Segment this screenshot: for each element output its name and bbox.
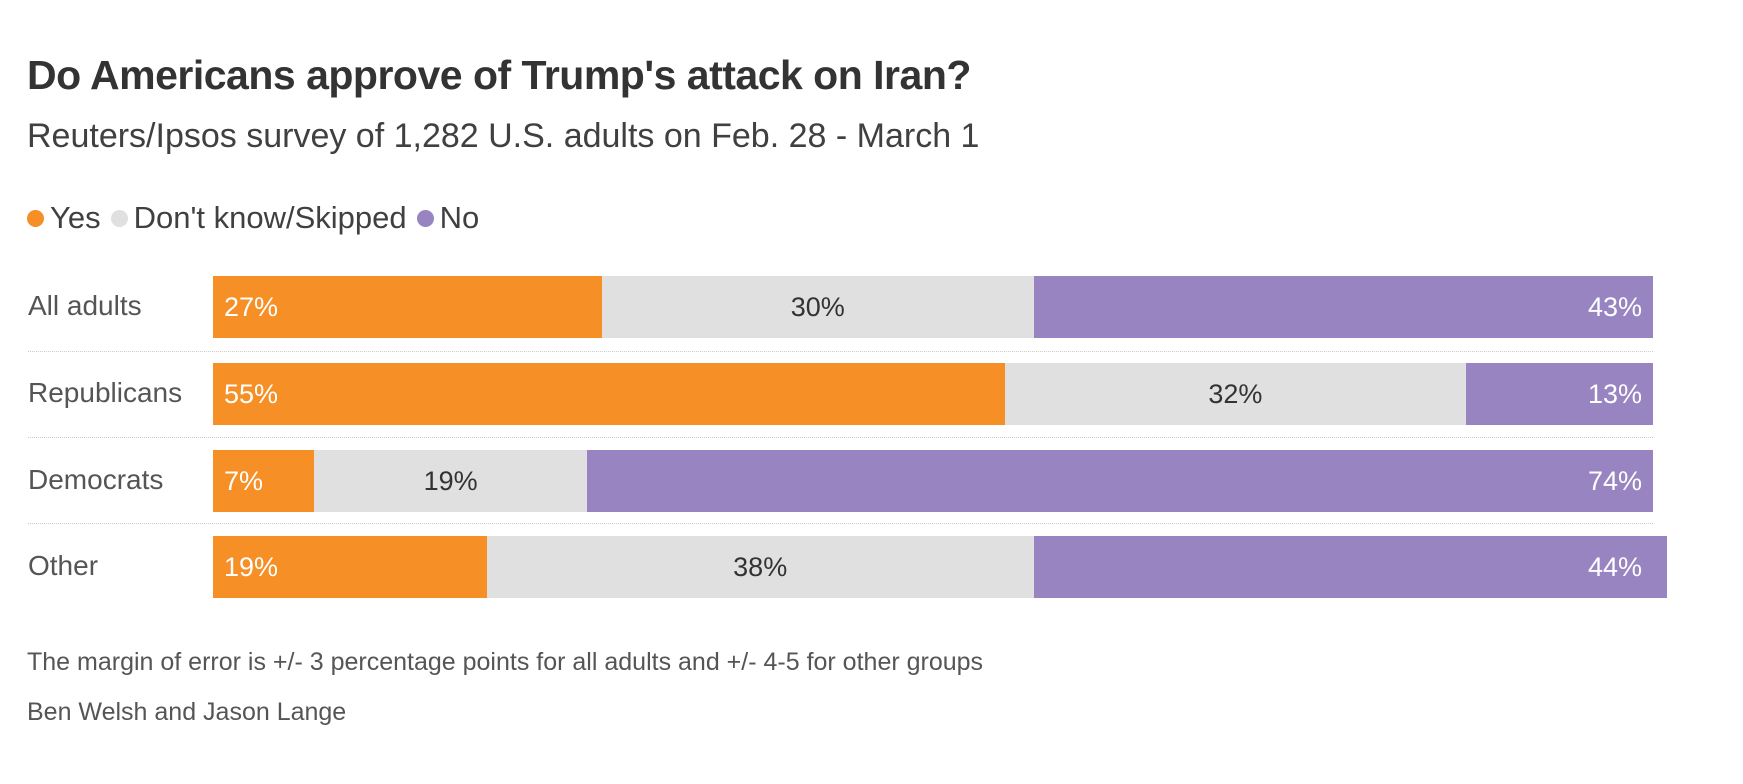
category-label: All adults — [28, 290, 142, 321]
legend-item: Yes — [27, 200, 101, 236]
bar-segment-no — [1033, 276, 1653, 338]
category-label: Democrats — [28, 464, 164, 495]
bar-segment-no — [1465, 363, 1653, 425]
category-label: Other — [28, 550, 99, 581]
data-label: 38% — [733, 552, 788, 582]
bar-segment-yes — [213, 363, 1005, 425]
credits: Ben Welsh and Jason Lange — [27, 698, 347, 726]
bar-segment-yes — [213, 450, 314, 512]
bar-segment-don-t-know-skipped — [601, 276, 1034, 338]
row-divider — [28, 437, 1653, 438]
bar-segment-yes — [213, 276, 602, 338]
category-label: Republicans — [28, 377, 183, 408]
bar-segment-no — [1033, 536, 1668, 598]
data-label: 30% — [790, 292, 845, 322]
bar-segment-don-t-know-skipped — [486, 536, 1034, 598]
data-label: 44% — [1587, 552, 1642, 582]
data-label: 19% — [224, 552, 279, 582]
row-divider — [28, 523, 1653, 524]
data-label: 19% — [423, 466, 478, 496]
legend-item: No — [416, 200, 480, 236]
data-label: 74% — [1587, 466, 1642, 496]
legend-label: Don't know/Skipped — [133, 200, 407, 235]
data-label: 27% — [224, 292, 279, 322]
bar-segment-don-t-know-skipped — [1005, 363, 1466, 425]
row-divider — [28, 351, 1653, 352]
data-label: 32% — [1208, 379, 1263, 409]
data-label: 13% — [1587, 379, 1642, 409]
data-label: 7% — [224, 466, 264, 496]
legend-dot — [27, 209, 44, 227]
chart-title: Do Americans approve of Trump's attack o… — [27, 52, 971, 98]
legend-item: Don't know/Skipped — [110, 200, 407, 236]
data-label: 43% — [1587, 292, 1642, 322]
legend: Yes Don't know/Skipped No — [27, 200, 489, 236]
data-label: 55% — [224, 379, 279, 409]
legend-dot — [110, 209, 128, 227]
bar-segment-no — [587, 450, 1653, 512]
legend-dot — [416, 209, 434, 227]
chart-subtitle: Reuters/Ipsos survey of 1,282 U.S. adult… — [27, 117, 980, 155]
bar-segment-yes — [213, 536, 487, 598]
footnote: The margin of error is +/- 3 percentage … — [27, 648, 984, 676]
bar-segment-don-t-know-skipped — [313, 450, 588, 512]
legend-label: No — [439, 200, 480, 235]
legend-label: Yes — [50, 200, 101, 235]
